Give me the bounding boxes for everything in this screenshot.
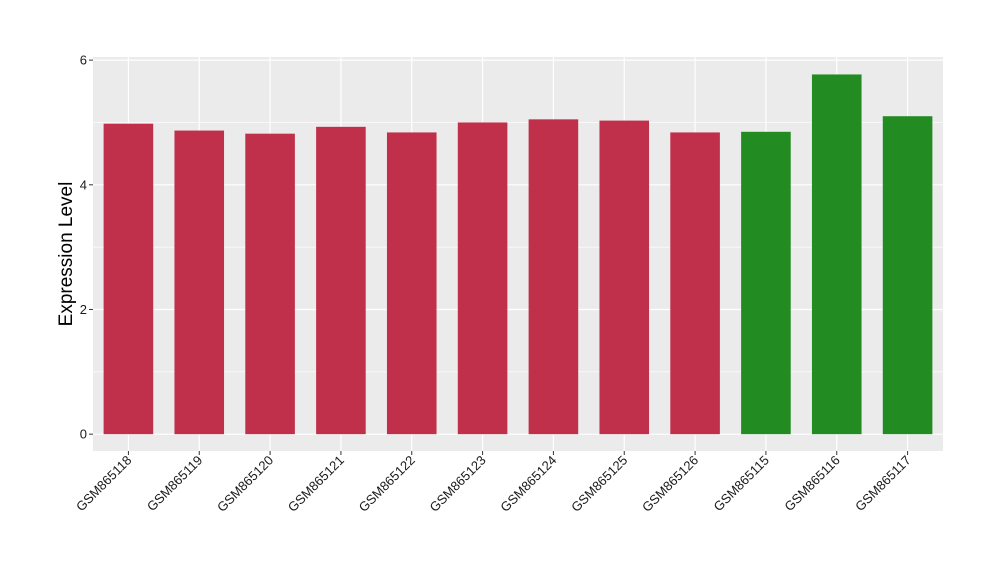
bar-GSM865121 [316, 126, 366, 435]
bars [103, 74, 933, 435]
x-tick-label: GSM865115 [710, 453, 772, 515]
x-tick-label: GSM865124 [497, 453, 559, 515]
bar-GSM865122 [386, 132, 437, 435]
x-axis: GSM865118 GSM865119 GSM865120 GSM865121 GSM8… [73, 451, 914, 515]
y-axis-title: Expression Level [56, 182, 77, 327]
x-tick-label: GSM865118 [73, 453, 135, 515]
bar-GSM865119 [174, 130, 225, 435]
y-tick-label: 4 [80, 177, 87, 192]
bar-GSM865125 [599, 120, 650, 435]
y-tick-label: 6 [80, 53, 87, 68]
y-tick-label: 0 [80, 427, 87, 442]
x-tick-label: GSM865119 [144, 453, 206, 515]
minor-gridlines [93, 122, 943, 373]
bar-GSM865116 [811, 74, 862, 435]
y-tick-label: 2 [80, 302, 87, 317]
x-tick-label: GSM865123 [426, 453, 488, 515]
x-tick-label: GSM865126 [639, 453, 701, 515]
x-tick-label: GSM865120 [214, 453, 276, 515]
bar-GSM865126 [670, 132, 720, 435]
bar-GSM865117 [882, 116, 933, 435]
bar-GSM865124 [528, 119, 579, 435]
bar-GSM865115 [741, 131, 791, 435]
x-tick-label: GSM865122 [356, 453, 418, 515]
x-tick-label: GSM865125 [568, 453, 630, 515]
bar-GSM865123 [457, 122, 508, 435]
bar-GSM865118 [103, 123, 154, 435]
y-axis: 0 2 4 6 [80, 53, 93, 442]
x-tick-label: GSM865121 [285, 453, 347, 515]
x-tick-label: GSM865117 [852, 453, 914, 515]
x-tick-label: GSM865116 [781, 453, 843, 515]
bar-GSM865120 [245, 133, 295, 435]
